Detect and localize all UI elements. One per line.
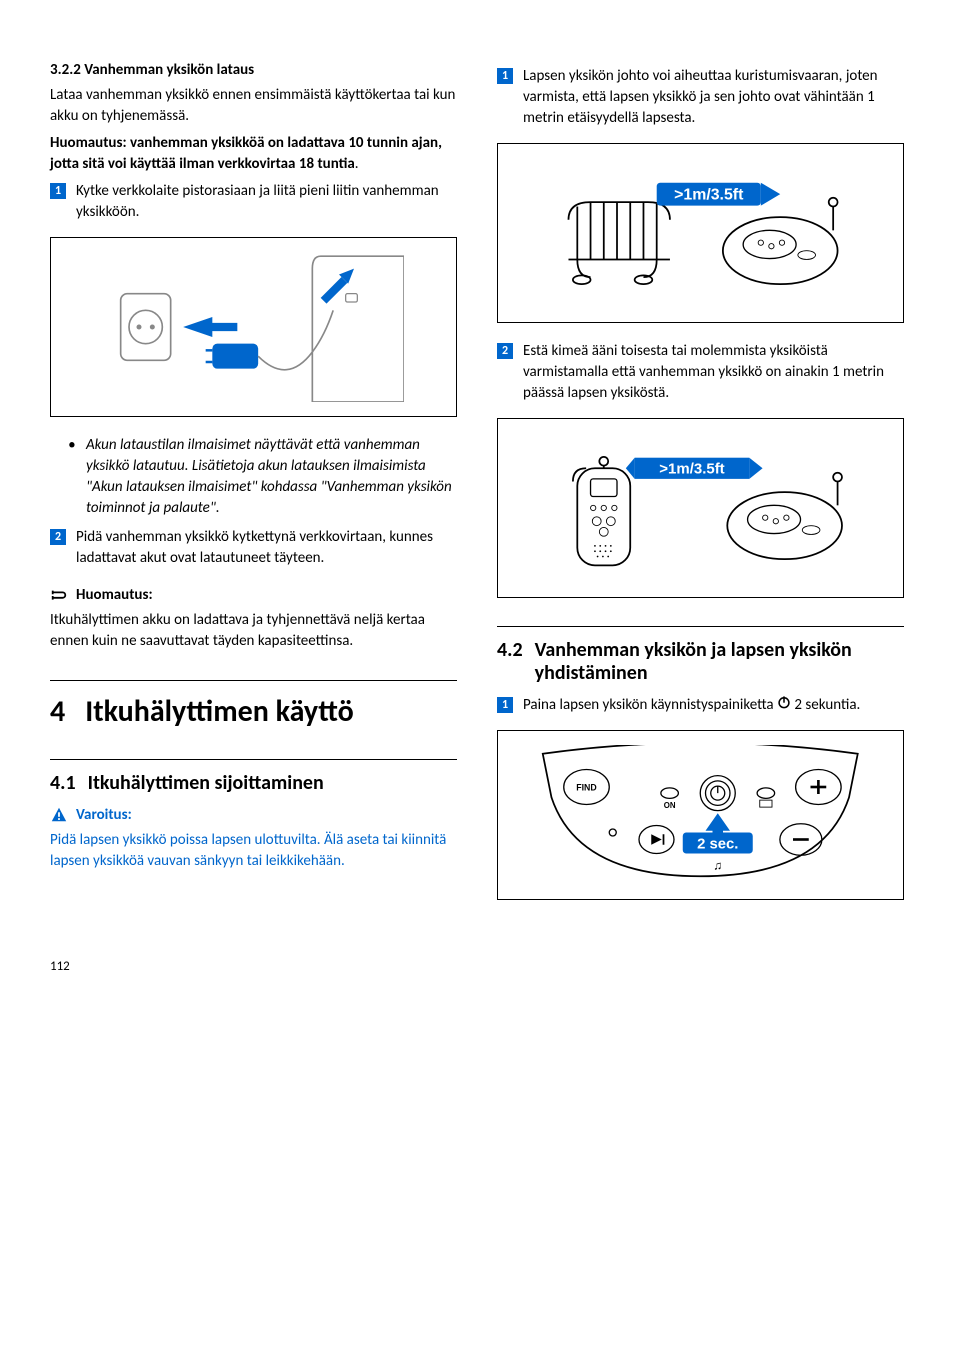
bold-note-text: Huomautus: vanhemman yksikköä on ladatta… [50, 134, 442, 173]
power-2sec-illustration: FIND ON [534, 745, 867, 885]
step-badge-1: 1 [50, 183, 66, 199]
s42-step1-a: Paina lapsen yksikön käynnistyspainikett… [523, 696, 777, 714]
figure-distance-crib: >1m/3.5ft [497, 143, 904, 323]
section-divider-42 [497, 626, 904, 627]
left-column: 3.2.2 Vanhemman yksikön lataus Lataa van… [50, 60, 457, 918]
heading-41-num: 4.1 [50, 772, 76, 795]
note-label: Huomautus: [76, 585, 153, 606]
heading-42-num: 4.2 [497, 639, 523, 685]
italic-note: Akun lataustilan ilmaisimet näyttävät et… [86, 435, 457, 519]
note-heading: Huomautus: [50, 585, 457, 606]
heading-41-title: Itkuhälyttimen sijoittaminen [88, 772, 324, 795]
bold-note: Huomautus: vanhemman yksikköä on ladatta… [50, 133, 457, 175]
heading-4-title: Itkuhälyttimen käyttö [85, 693, 354, 731]
heading-42: 4.2 Vanhemman yksikön ja lapsen yksikön … [497, 639, 904, 685]
section-divider-41 [50, 759, 457, 760]
note-block: Huomautus: Itkuhälyttimen akku on ladatt… [50, 585, 457, 652]
s42-step-badge-1: 1 [497, 697, 513, 713]
heading-4-num: 4 [50, 693, 65, 731]
r-step-badge-2: 2 [497, 343, 513, 359]
power-icon [777, 695, 791, 716]
fig2-label: >1m/3.5ft [659, 461, 724, 478]
r-step-2: 2 Estä kimeä ääni toisesta tai molemmist… [497, 341, 904, 404]
heading-4: 4 Itkuhälyttimen käyttö [50, 693, 457, 731]
heading-41: 4.1 Itkuhälyttimen sijoittaminen [50, 772, 457, 795]
step-2: 2 Pidä vanhemman yksikkö kytkettynä verk… [50, 527, 457, 569]
s42-step-1: 1 Paina lapsen yksikön käynnistyspainike… [497, 695, 904, 716]
s42-step-1-text: Paina lapsen yksikön käynnistyspainikett… [523, 695, 904, 716]
units-distance-illustration: >1m/3.5ft [542, 433, 860, 583]
step-2-text: Pidä vanhemman yksikkö kytkettynä verkko… [76, 527, 457, 569]
right-column: 1 Lapsen yksikön johto voi aiheuttaa kur… [497, 60, 904, 918]
fig1-label: >1m/3.5ft [674, 186, 744, 203]
section-divider-top [50, 680, 457, 681]
svg-text:♫: ♫ [713, 858, 722, 872]
warning-body: Pidä lapsen yksikkö poissa lapsen ulottu… [50, 830, 457, 872]
fig3-label: 2 sec. [697, 836, 738, 852]
figure-distance-units: >1m/3.5ft [497, 418, 904, 598]
charging-illustration [104, 252, 404, 402]
bold-note-suffix: . [355, 155, 359, 173]
note-icon [50, 587, 68, 605]
step-1-text: Kytke verkkolaite pistorasiaan ja liitä … [76, 181, 457, 223]
s42-step1-b: 2 sekuntia. [794, 696, 860, 714]
crib-distance-illustration: >1m/3.5ft [542, 158, 860, 308]
find-label: FIND [577, 783, 597, 793]
page: 3.2.2 Vanhemman yksikön lataus Lataa van… [50, 60, 904, 918]
r-step-1: 1 Lapsen yksikön johto voi aiheuttaa kur… [497, 66, 904, 129]
heading-42-title: Vanhemman yksikön ja lapsen yksikön yhdi… [535, 639, 904, 685]
warning-icon [50, 806, 68, 824]
r-step-2-text: Estä kimeä ääni toisesta tai molemmista … [523, 341, 904, 404]
r-step-1-text: Lapsen yksikön johto voi aiheuttaa kuris… [523, 66, 904, 129]
intro-text: Lataa vanhemman yksikkö ennen ensimmäist… [50, 85, 457, 127]
heading-322: 3.2.2 Vanhemman yksikön lataus [50, 60, 457, 81]
figure-charging [50, 237, 457, 417]
warning-label: Varoitus: [76, 805, 132, 826]
page-number: 112 [50, 958, 904, 976]
on-label: ON [664, 801, 676, 810]
step-1: 1 Kytke verkkolaite pistorasiaan ja liit… [50, 181, 457, 223]
r-step-badge-1: 1 [497, 68, 513, 84]
step-badge-2: 2 [50, 529, 66, 545]
warning-heading: Varoitus: [50, 805, 457, 826]
note-body: Itkuhälyttimen akku on ladattava ja tyhj… [50, 610, 457, 652]
figure-power-2sec: FIND ON [497, 730, 904, 900]
